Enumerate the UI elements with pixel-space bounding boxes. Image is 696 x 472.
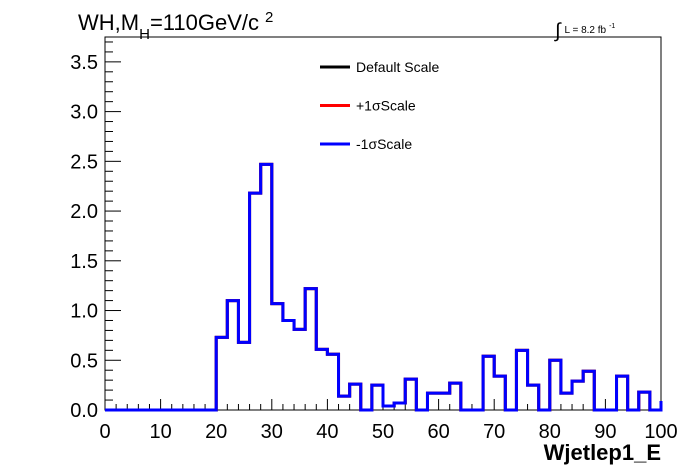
title-rest: =110GeV/c: [150, 10, 259, 35]
y-tick-label: 0.5: [70, 350, 98, 372]
y-tick-label: 2.0: [70, 201, 98, 223]
x-tick-label: 20: [205, 421, 227, 443]
x-axis-label: Wjetlep1_E: [544, 440, 661, 465]
y-tick-label: 3.5: [70, 52, 98, 74]
series-line--1-scale: [105, 162, 663, 412]
legend-entry-label: -1σScale: [356, 136, 412, 152]
x-tick-label: 100: [644, 421, 677, 443]
integral-sign: ∫: [554, 20, 562, 42]
y-tick-label: 1.5: [70, 251, 98, 273]
y-tick-label: 3.0: [70, 102, 98, 124]
lumi-superscript: -1: [609, 23, 615, 30]
ticks-layer: 0 10 20 30 40 50 60 70 80 90 100 0.0 0.5 1.0 1.5 2.0 2.5…: [70, 41, 678, 443]
legend-entry-label: Default Scale: [356, 59, 439, 75]
lumi-text: L = 8.2 fb: [564, 25, 606, 36]
title-main: WH,M: [78, 10, 139, 35]
x-tick-label: 40: [316, 421, 338, 443]
legend-entry-label: +1σScale: [356, 98, 416, 114]
lumi-label: ∫ L = 8.2 fb -1: [554, 20, 615, 42]
series-line-default-scale: [105, 162, 663, 412]
x-tick-label: 50: [372, 421, 394, 443]
x-tick-label: 90: [594, 421, 616, 443]
series-line--1-scale: [105, 162, 663, 412]
x-tick-label: 10: [149, 421, 171, 443]
legend: Default Scale +1σScale -1σScale: [320, 59, 439, 152]
y-tick-label: 0.0: [70, 400, 98, 422]
y-tick-label: 1.0: [70, 301, 98, 323]
y-tick-label: 2.5: [70, 151, 98, 173]
chart-title: WH,MH=110GeV/c 2: [78, 9, 273, 43]
x-tick-label: 30: [261, 421, 283, 443]
x-tick-label: 60: [427, 421, 449, 443]
x-tick-label: 70: [483, 421, 505, 443]
title-subscript: H: [139, 26, 150, 43]
title-superscript: 2: [265, 9, 273, 26]
x-tick-label: 0: [99, 421, 110, 443]
series-layer: [105, 162, 663, 412]
x-tick-label: 80: [539, 421, 561, 443]
plot-frame: [104, 36, 662, 411]
